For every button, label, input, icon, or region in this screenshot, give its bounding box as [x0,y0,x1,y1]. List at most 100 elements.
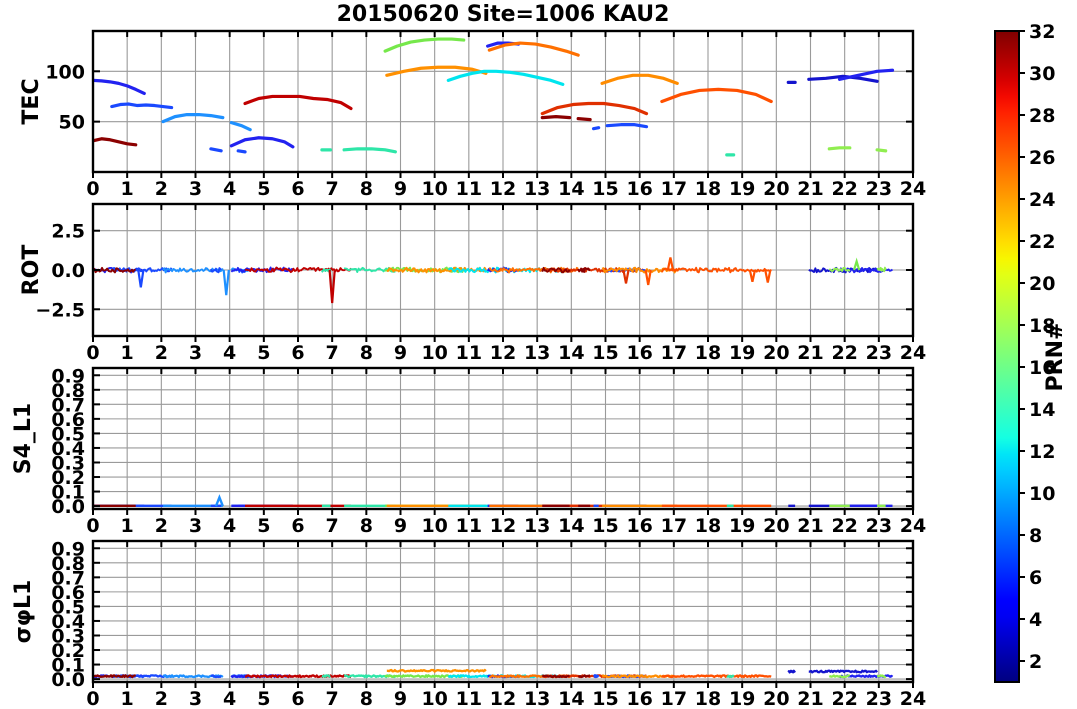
x-tick-label: 24 [900,178,926,200]
sigmaphi-trace-prn-16 [726,674,735,679]
yaxis-S4_L1: 0.00.10.20.30.40.50.60.70.80.9 [51,365,913,518]
tec-arc-prn-24 [600,73,679,85]
x-tick-label: 6 [291,688,304,709]
colorbar-tick-label: 4 [1029,609,1042,631]
colorbar-tick-label: 32 [1029,21,1055,43]
panel-sigma_phi_L1: 0 1 2 3 4 5 6 7 8 9 10 11 12 13 14 15 16 17 18 19 20 21 22 23 24… [11,538,926,709]
y-tick-label: 0.9 [51,365,85,387]
rot-spike-prn-10 [222,269,230,296]
x-tick-label: 17 [661,688,687,709]
yaxis-ROT: −2.5 0.0 2.5 [35,221,913,321]
tec-arc-prn-5 [209,147,223,153]
y-tick-label: 0.5 [51,596,85,618]
tec-arc-prn-3 [93,78,146,96]
colorbar-tick-label: 30 [1029,63,1055,85]
colorbar-tick-label: 24 [1029,189,1055,211]
colorbar-frame [994,30,1020,683]
rot-spike-prn-27 [748,269,757,283]
x-tick-label: 9 [394,688,407,709]
x-tick-label: 11 [456,515,482,537]
y-axis-title-ROT: ROT [19,245,44,296]
x-tick-label: 5 [257,178,270,200]
x-tick-label: 8 [360,342,373,364]
tec-arc-prn-6 [110,102,174,110]
tec-arc-prn-2 [591,126,601,131]
sigmaphi-trace-prn-2 [592,674,600,679]
colorbar-gradient [995,31,1019,682]
sigmaphi-trace-prn-4 [787,669,796,674]
data-S4_L1 [93,494,893,508]
y-tick-label: −2.5 [35,299,85,321]
y-tick-label: 0.7 [51,394,85,416]
x-tick-label: 11 [456,178,482,200]
panel-S4_L1: 0 1 2 3 4 5 6 7 8 9 10 11 12 13 14 15 16 17 18 19 20 21 22 23 24… [11,365,926,537]
x-tick-label: 3 [189,515,202,537]
colorbar-tick-label: 20 [1029,273,1055,295]
x-tick-label: 14 [558,515,584,537]
x-tick-label: 17 [661,515,687,537]
x-tick-label: 13 [524,178,550,200]
x-tick-label: 21 [797,515,823,537]
tec-arc-prn-13 [446,69,565,86]
data-ROT [93,257,894,304]
x-tick-label: 8 [360,688,373,709]
xaxis-sigma_phi_L1: 0 1 2 3 4 5 6 7 8 9 10 11 12 13 14 15 16 17 18 19 20 21 22 23 24 [86,541,926,709]
tec-arc-prn-32 [576,117,592,122]
x-tick-label: 6 [291,178,304,200]
sigmaphi-trace-prn-4 [808,669,879,674]
x-tick-label: 1 [121,342,134,364]
y-tick-label: 0.7 [51,567,85,589]
y-tick-label: 0.4 [51,611,85,633]
x-tick-label: 7 [326,342,339,364]
y-axis-title-sigma_phi_L1: σφL1 [11,580,36,644]
rot-trace-prn-32 [541,266,571,274]
sigmaphi-trace-prn-16 [321,674,331,678]
sigmaphi-trace-prn-5 [210,674,222,679]
x-tick-label: 12 [490,688,516,709]
x-tick-label: 4 [223,342,236,364]
tec-arc-prn-16 [342,147,397,154]
x-tick-label: 9 [394,515,407,537]
y-tick-label: 0.9 [51,538,85,560]
yaxis-TEC: 50 100 [45,61,913,134]
x-tick-label: 10 [421,515,447,537]
colorbar-tick-label: 28 [1029,105,1055,127]
x-tick-label: 2 [155,342,168,364]
x-tick-label: 15 [592,515,618,537]
y-tick-label: 0.3 [51,625,85,647]
colorbar-title: PRN# [1043,322,1068,392]
x-tick-label: 20 [763,515,789,537]
x-tick-label: 19 [729,178,755,200]
x-tick-label: 5 [257,515,270,537]
colorbar-tick-label: 10 [1029,483,1055,505]
x-tick-label: 1 [121,178,134,200]
tec-arc-prn-11 [229,121,252,132]
x-tick-label: 22 [831,688,857,709]
x-tick-label: 23 [866,178,892,200]
x-tick-label: 14 [558,342,584,364]
y-tick-label: 0.1 [51,655,85,677]
x-tick-label: 4 [223,688,236,709]
y-tick-label: 0.4 [51,438,85,460]
x-tick-label: 0 [86,178,99,200]
x-tick-label: 11 [456,342,482,364]
y-tick-label: 50 [59,112,85,134]
rot-spike-prn-30 [328,269,336,304]
x-tick-label: 2 [155,688,168,709]
colorbar-tick-label: 14 [1029,399,1055,421]
colorbar-tick-label: 2 [1029,651,1042,673]
y-tick-label: 0.5 [51,423,85,445]
x-tick-label: 14 [558,688,584,709]
x-tick-label: 5 [257,342,270,364]
y-tick-label: 0.2 [51,467,85,489]
x-tick-label: 0 [86,342,99,364]
x-tick-label: 10 [421,688,447,709]
tec-arc-prn-29 [540,101,649,116]
figure-title: 20150620 Site=1006 KAU2 [337,2,670,27]
colorbar-tick-label: 26 [1029,147,1055,169]
x-tick-label: 22 [831,515,857,537]
x-tick-label: 20 [763,342,789,364]
